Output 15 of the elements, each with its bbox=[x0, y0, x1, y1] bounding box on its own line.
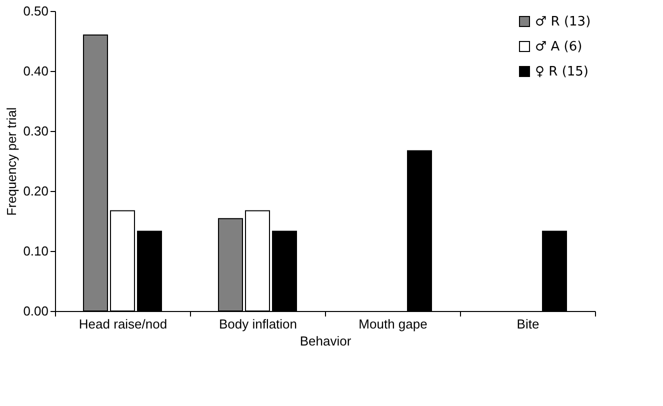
x-tick-label: Head raise/nod bbox=[78, 316, 168, 332]
x-tick-label: Bite bbox=[516, 316, 540, 332]
y-tick-label: 0.30 bbox=[23, 124, 48, 138]
y-tick-label: 0.40 bbox=[23, 64, 48, 78]
y-tick-label: 0.20 bbox=[23, 184, 48, 198]
legend-label: ♀ R (15) bbox=[535, 64, 589, 80]
legend-label: ♂ A (6) bbox=[535, 40, 582, 54]
y-axis-title: Frequency per trial bbox=[4, 107, 20, 216]
y-tick-label: 0.10 bbox=[23, 244, 48, 258]
y-tick-label: 0.00 bbox=[23, 304, 48, 318]
x-axis-title: Behavior bbox=[300, 334, 352, 348]
x-tick-label: Body inflation bbox=[218, 316, 298, 332]
x-tick-label: Mouth gape bbox=[358, 316, 428, 332]
legend-label: ♂ R (13) bbox=[535, 14, 591, 30]
y-tick-label: 0.50 bbox=[23, 4, 48, 18]
